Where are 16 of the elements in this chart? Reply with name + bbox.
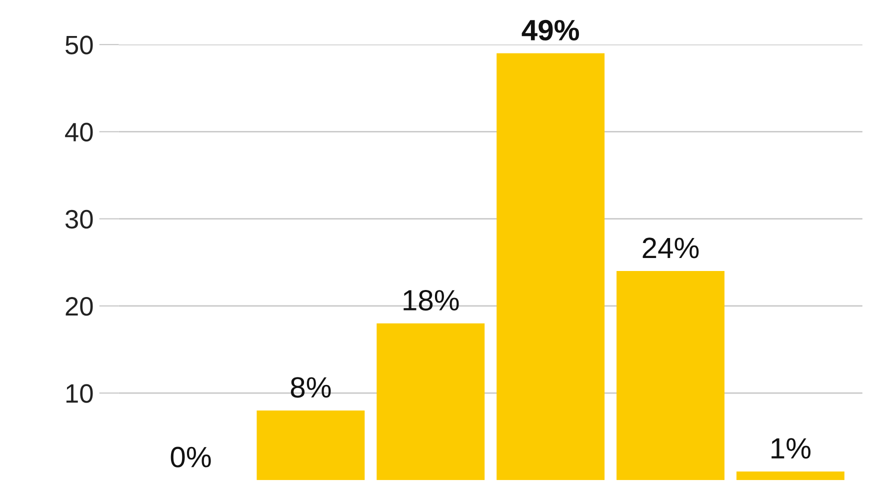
bar — [256, 410, 365, 480]
data-label: 49% — [522, 20, 579, 41]
data-label: 24% — [642, 238, 699, 258]
bar — [496, 53, 605, 480]
data-label: 8% — [290, 377, 331, 398]
y-tick-label: 10 — [66, 384, 93, 403]
bar — [376, 323, 485, 480]
y-tick-label: 30 — [65, 210, 93, 229]
y-tick-label: 40 — [65, 122, 93, 142]
bar — [616, 271, 724, 480]
y-tick-label: 50 — [66, 36, 93, 54]
y-tick-label: 20 — [66, 297, 93, 316]
bar — [736, 471, 844, 480]
data-label: 0% — [170, 446, 211, 468]
data-label: 1% — [772, 438, 810, 459]
data-label: 18% — [404, 290, 459, 311]
